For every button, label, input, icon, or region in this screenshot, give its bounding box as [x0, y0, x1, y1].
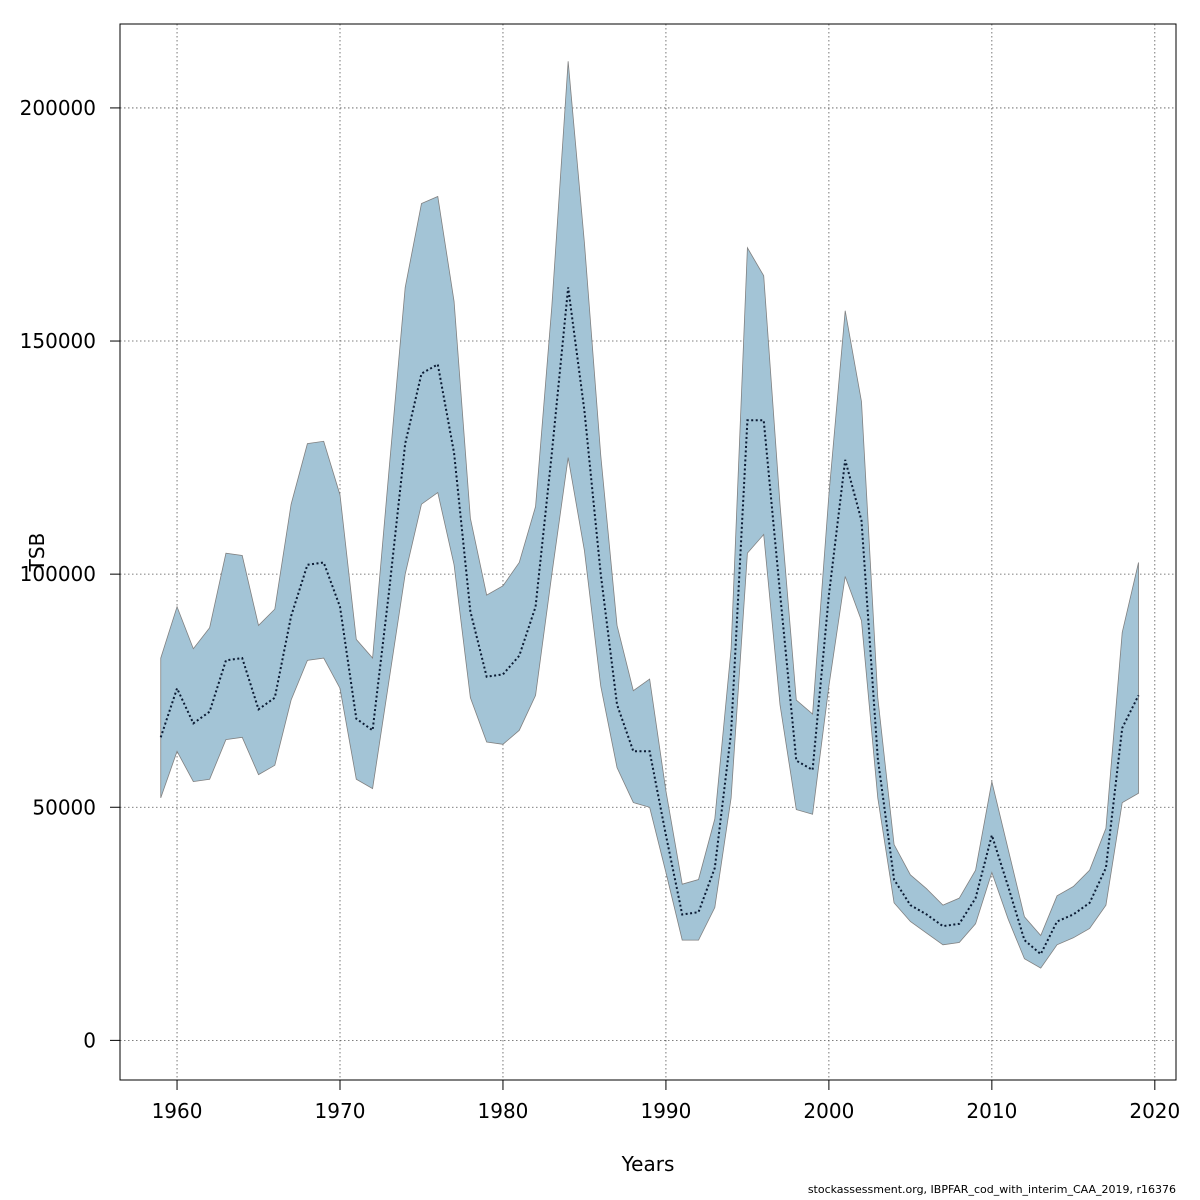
- x-tick-label-1960: 1960: [152, 1099, 203, 1123]
- x-tick-label-2000: 2000: [803, 1099, 854, 1123]
- y-tick-label-50000: 50000: [32, 795, 96, 819]
- footer-credit: stockassessment.org, IBPFAR_cod_with_int…: [807, 1183, 1176, 1196]
- axes: 1960 1970 1980 1990 2000 2010 2020 0 50000 100000…: [20, 96, 1181, 1123]
- x-axis-title: Years: [621, 1152, 675, 1176]
- y-tick-label-100000: 100000: [20, 562, 96, 586]
- x-tick-label-1980: 1980: [478, 1099, 529, 1123]
- y-axis-title: TSB: [25, 533, 49, 573]
- x-tick-label-1990: 1990: [640, 1099, 691, 1123]
- y-tick-label-200000: 200000: [20, 96, 96, 120]
- tsb-line: [159, 287, 1140, 956]
- confidence-band: [160, 61, 1139, 969]
- y-tick-label-150000: 150000: [20, 329, 96, 353]
- tsb-series: [159, 287, 1140, 956]
- x-tick-label-2010: 2010: [966, 1099, 1017, 1123]
- x-tick-label-1970: 1970: [315, 1099, 366, 1123]
- y-tick-label-0: 0: [83, 1028, 96, 1052]
- confidence-band-area: [160, 61, 1139, 969]
- plot-frame: [119, 23, 1177, 1081]
- x-tick-label-2020: 2020: [1129, 1099, 1180, 1123]
